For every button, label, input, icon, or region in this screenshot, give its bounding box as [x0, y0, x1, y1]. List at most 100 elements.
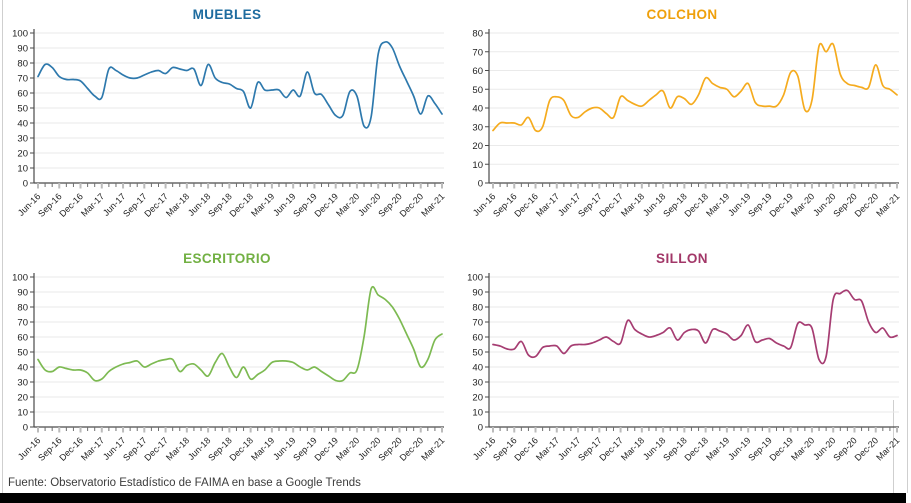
y-tick-label: 20 — [472, 393, 483, 404]
x-tick-label: Mar-21 — [874, 435, 901, 462]
x-tick-label: Mar-21 — [874, 191, 901, 218]
x-tick-label: Mar-18 — [619, 191, 646, 218]
y-tick-label: 10 — [472, 160, 483, 171]
y-tick-label: 90 — [472, 288, 483, 299]
x-tick-label: Dec-18 — [227, 191, 255, 219]
y-tick-label: 100 — [12, 273, 28, 284]
chart-escritorio: ESCRITORIO 0 10 20 30 40 50 60 70 80 90 100 Jun-16 S… — [4, 250, 450, 480]
y-tick-label: 10 — [17, 164, 28, 175]
y-tick-label: 60 — [17, 89, 28, 100]
x-tick-label: Mar-17 — [79, 191, 106, 218]
x-tick-label: Dec-16 — [512, 435, 540, 463]
x-tick-label: Mar-18 — [164, 191, 191, 218]
y-tick-label: 80 — [472, 29, 483, 40]
x-tick-label: Mar-19 — [704, 435, 731, 462]
x-tick-label: Mar-20 — [334, 435, 361, 462]
chart-muebles: MUEBLES 0 10 20 30 40 50 60 70 80 90 100 Jun-16 Sep-… — [4, 6, 450, 236]
x-tick-label: Dec-16 — [512, 191, 540, 219]
x-tick-label: Dec-20 — [398, 435, 426, 463]
x-tick-label: Mar-17 — [534, 191, 561, 218]
y-tick-label: 60 — [472, 333, 483, 344]
chart-title-colchon: COLCHON — [646, 7, 718, 22]
y-tick-label: 90 — [17, 288, 28, 299]
x-tick-label: Dec-17 — [597, 435, 625, 463]
y-tick-label: 40 — [17, 363, 28, 374]
x-tick-label: Dec-18 — [682, 191, 710, 219]
chart-plot-colchon: 01020304050607080Jun-16Sep-16Dec-16Mar-1… — [471, 29, 902, 219]
y-tick-label: 70 — [472, 318, 483, 329]
x-tick-label: Mar-17 — [79, 435, 106, 462]
chart-title-escritorio: ESCRITORIO — [183, 251, 271, 266]
y-tick-label: 30 — [472, 122, 483, 133]
x-tick-label: Dec-17 — [142, 191, 170, 219]
chart-title-muebles: MUEBLES — [192, 7, 262, 22]
bottom-black-bar — [0, 493, 906, 503]
y-tick-label: 80 — [17, 303, 28, 314]
x-tick-label: Dec-20 — [853, 435, 881, 463]
y-tick-label: 70 — [17, 318, 28, 329]
y-tick-label: 40 — [17, 119, 28, 130]
x-tick-label: Mar-19 — [249, 435, 276, 462]
y-tick-label: 40 — [472, 363, 483, 374]
chart-plot-escritorio: 0102030405060708090100Jun-16Sep-16Dec-16… — [12, 273, 446, 463]
y-tick-label: 50 — [17, 348, 28, 359]
left-window-border — [2, 0, 3, 493]
x-tick-label: Mar-20 — [789, 435, 816, 462]
chart-sillon: SILLON 0 10 20 30 40 50 60 70 80 90 100 Jun-16 Sep-1… — [459, 250, 905, 480]
y-tick-label: 30 — [472, 378, 483, 389]
y-tick-label: 50 — [472, 348, 483, 359]
y-tick-label: 20 — [472, 141, 483, 152]
series-line — [492, 42, 898, 133]
x-tick-label: Mar-20 — [789, 191, 816, 218]
y-tick-label: 20 — [17, 149, 28, 160]
x-tick-label: Dec-19 — [313, 191, 341, 219]
y-tick-label: 60 — [472, 66, 483, 77]
y-tick-label: 100 — [12, 29, 28, 40]
y-tick-label: 70 — [472, 47, 483, 58]
x-tick-label: Dec-17 — [142, 435, 170, 463]
y-tick-label: 60 — [17, 333, 28, 344]
x-tick-label: Dec-18 — [227, 435, 255, 463]
y-tick-label: 10 — [17, 408, 28, 419]
right-window-border — [907, 0, 908, 493]
x-tick-label: Dec-20 — [398, 191, 426, 219]
y-tick-label: 70 — [17, 74, 28, 85]
x-tick-label: Dec-19 — [313, 435, 341, 463]
x-tick-label: Mar-20 — [334, 191, 361, 218]
y-tick-label: 80 — [17, 59, 28, 70]
x-tick-label: Mar-19 — [249, 191, 276, 218]
y-tick-label: 40 — [472, 104, 483, 115]
chart-title-sillon: SILLON — [656, 251, 708, 266]
y-tick-label: 100 — [467, 273, 483, 284]
chart-plot-sillon: 0102030405060708090100Jun-16Sep-16Dec-16… — [467, 273, 901, 463]
x-tick-label: Dec-16 — [57, 191, 85, 219]
x-tick-label: Dec-19 — [768, 191, 796, 219]
y-tick-label: 50 — [472, 85, 483, 96]
y-tick-label: 0 — [478, 423, 483, 434]
x-tick-label: Mar-18 — [619, 435, 646, 462]
x-tick-label: Dec-18 — [682, 435, 710, 463]
chart-plot-muebles: 0102030405060708090100Jun-16Sep-16Dec-16… — [12, 29, 446, 219]
y-tick-label: 30 — [17, 378, 28, 389]
x-tick-label: Dec-16 — [57, 435, 85, 463]
y-tick-label: 50 — [17, 104, 28, 115]
x-tick-label: Dec-19 — [768, 435, 796, 463]
y-tick-label: 80 — [472, 303, 483, 314]
x-tick-label: Mar-17 — [534, 435, 561, 462]
chart-colchon: COLCHON 0 10 20 30 40 50 60 70 80 Jun-16 Sep-16 Dec… — [459, 6, 905, 236]
x-tick-label: Mar-18 — [164, 435, 191, 462]
x-tick-label: Mar-19 — [704, 191, 731, 218]
y-tick-label: 90 — [17, 44, 28, 55]
y-tick-label: 0 — [23, 423, 28, 434]
x-tick-label: Dec-17 — [597, 191, 625, 219]
series-line — [37, 40, 443, 129]
x-tick-label: Mar-21 — [419, 435, 446, 462]
right-inner-border — [893, 400, 894, 493]
y-tick-label: 20 — [17, 393, 28, 404]
y-tick-label: 10 — [472, 408, 483, 419]
series-line — [37, 285, 443, 383]
series-line — [492, 289, 898, 365]
y-tick-label: 30 — [17, 134, 28, 145]
y-tick-label: 0 — [23, 179, 28, 190]
